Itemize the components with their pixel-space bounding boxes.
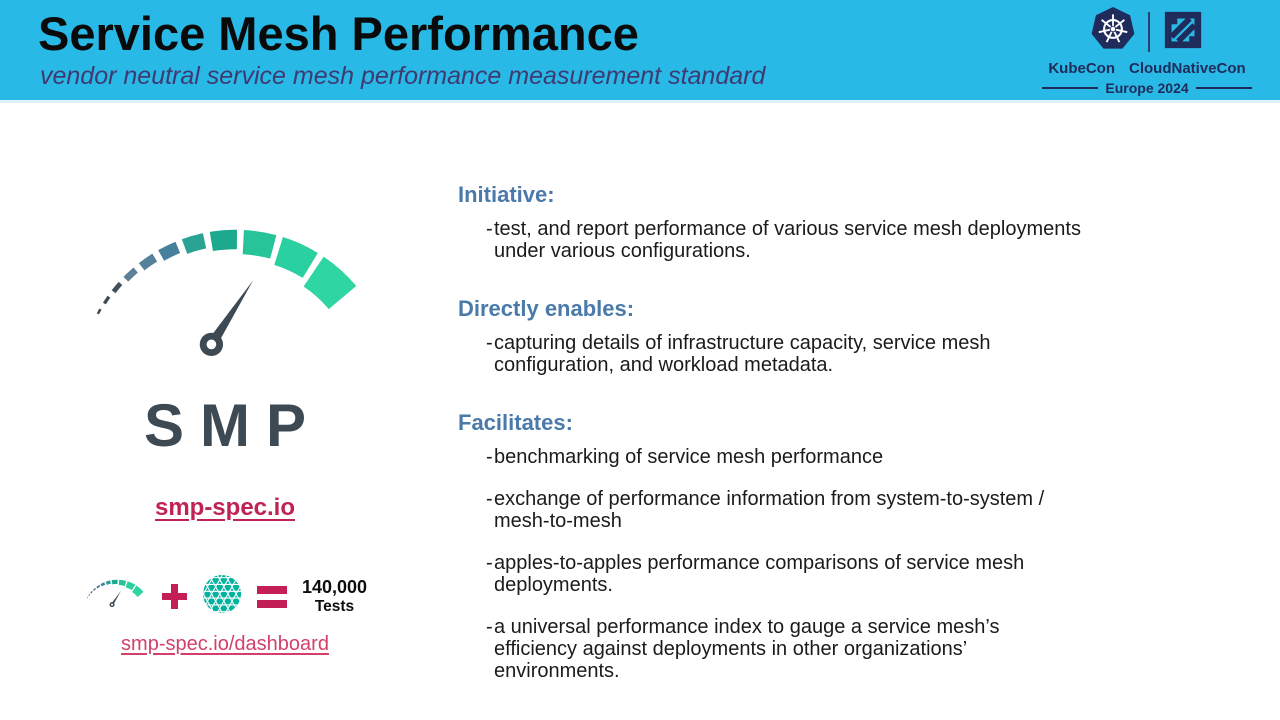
speedometer-gauge-icon — [96, 229, 357, 357]
bullet-item: - a universal performance index to gauge… — [458, 616, 1178, 682]
bullet-text: capturing details of infrastructure capa… — [494, 332, 991, 376]
bullet-text: apples-to-apples performance comparisons… — [494, 552, 1025, 596]
event-edition: Europe 2024 — [1042, 80, 1253, 96]
edition-rule-left — [1042, 87, 1099, 89]
bullet-dash: - — [486, 446, 493, 468]
slide-title: Service Mesh Performance — [38, 7, 639, 60]
bullet-item: - capturing details of infrastructure ca… — [458, 332, 1178, 376]
bullet-item: - test, and report performance of variou… — [458, 218, 1178, 262]
tests-count-unit: Tests — [314, 597, 355, 615]
smp-wordmark: SMP — [143, 392, 323, 459]
section-heading: Initiative: — [458, 182, 555, 207]
bullet-text: exchange of performance information from… — [494, 488, 1045, 532]
header-banner: Service Mesh Performance vendor neutral … — [0, 0, 1280, 100]
cloudnativecon-label: CloudNativeCon — [1129, 60, 1246, 77]
cncf-square-icon — [1162, 9, 1204, 56]
bullet-dash: - — [486, 332, 493, 354]
equals-icon — [256, 585, 287, 608]
tests-count-value: 140,000 — [301, 577, 368, 598]
gauge-small-icon — [87, 579, 144, 608]
edition-rule-right — [1195, 87, 1253, 89]
logo-divider — [1148, 12, 1150, 52]
tests-equation: 140,000 Tests — [30, 574, 420, 619]
kubecon-label: KubeCon — [1048, 60, 1115, 77]
dashboard-link[interactable]: smp-spec.io/dashboard — [121, 633, 329, 655]
section-heading: Facilitates: — [458, 410, 573, 435]
event-logo-row — [1090, 6, 1204, 59]
bullet-list: - test, and report performance of variou… — [458, 218, 1178, 262]
section-facilitates: Facilitates: - benchmarking of service m… — [458, 410, 1178, 682]
plus-icon — [161, 584, 187, 609]
bullet-dash: - — [486, 218, 493, 240]
content-column: Initiative: - test, and report performan… — [458, 182, 1178, 702]
slide-subtitle: vendor neutral service mesh performance … — [40, 62, 766, 90]
tests-count: 140,000 Tests — [301, 577, 368, 615]
bullet-item: - benchmarking of service mesh performan… — [458, 446, 1178, 468]
mesh-circle-icon — [202, 574, 242, 619]
smp-logo-panel: SMP smp-spec.io — [30, 222, 420, 656]
event-names: KubeCon CloudNativeCon — [1048, 60, 1245, 77]
bullet-item: - exchange of performance information fr… — [458, 488, 1178, 532]
smp-spec-link[interactable]: smp-spec.io — [154, 494, 296, 521]
bullet-text: a universal performance index to gauge a… — [494, 616, 1000, 682]
section-directly-enables: Directly enables: - capturing details of… — [458, 296, 1178, 376]
bullet-dash: - — [486, 552, 493, 574]
bullet-dash: - — [486, 616, 493, 638]
bullet-text: test, and report performance of various … — [494, 218, 1081, 262]
event-logo-block: KubeCon CloudNativeCon Europe 2024 — [1042, 6, 1253, 96]
bullet-list: - capturing details of infrastructure ca… — [458, 332, 1178, 376]
edition-label: Europe 2024 — [1105, 80, 1189, 96]
bullet-item: - apples-to-apples performance compariso… — [458, 552, 1178, 596]
section-initiative: Initiative: - test, and report performan… — [458, 182, 1178, 262]
bullet-dash: - — [486, 488, 493, 510]
kubernetes-helm-icon — [1090, 6, 1136, 59]
bullet-list: - benchmarking of service mesh performan… — [458, 446, 1178, 682]
section-heading: Directly enables: — [458, 296, 635, 321]
bullet-text: benchmarking of service mesh performance — [494, 446, 884, 468]
